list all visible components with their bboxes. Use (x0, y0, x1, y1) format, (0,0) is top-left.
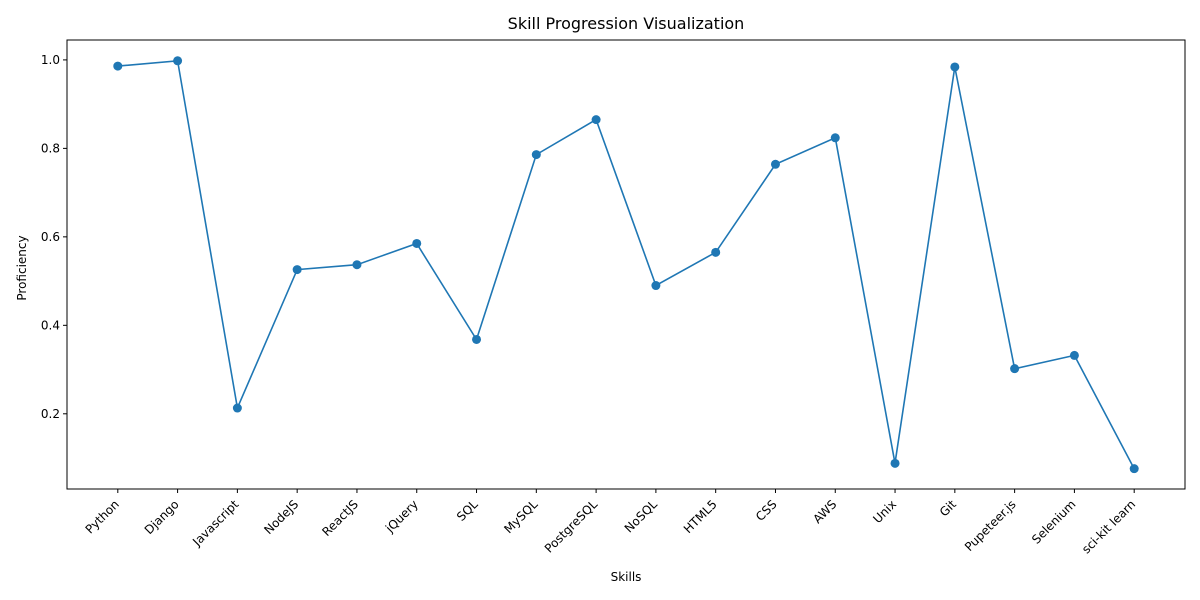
x-tick-label: Pupeteer.js (962, 497, 1019, 554)
data-point (412, 238, 422, 248)
data-point (1129, 464, 1139, 474)
x-tick-label: Python (83, 497, 122, 536)
data-point (711, 247, 721, 257)
y-tick-label: 1.0 (41, 53, 60, 67)
x-tick-label: MySQL (501, 497, 540, 536)
data-point (830, 133, 840, 143)
chart-title: Skill Progression Visualization (508, 14, 745, 33)
y-tick-label: 0.8 (41, 141, 60, 155)
x-tick-label: sci-kit learn (1079, 497, 1138, 556)
data-point (591, 115, 601, 125)
data-point (173, 56, 183, 66)
data-point (292, 265, 302, 275)
data-point (950, 62, 960, 72)
x-tick-label: SQL (454, 497, 481, 524)
x-axis-ticks: Python Django Javascript NodeJS ReactJS jQuer… (83, 489, 1138, 556)
data-point (651, 281, 661, 291)
x-tick-label: Selenium (1029, 497, 1078, 546)
x-tick-label: NodeJS (261, 497, 301, 537)
y-axis-label: Proficiency (15, 235, 29, 300)
x-tick-label: Git (937, 497, 959, 519)
x-tick-label: jQuery (382, 497, 421, 536)
data-point (352, 260, 362, 270)
y-axis-ticks: 0.2 0.4 0.6 0.8 1.0 (41, 53, 67, 421)
data-point (113, 61, 123, 71)
data-point (531, 150, 541, 160)
x-tick-label: HTML5 (681, 497, 720, 536)
y-tick-label: 0.2 (41, 407, 60, 421)
series-line (117, 59, 1135, 470)
data-point (890, 458, 900, 468)
x-tick-label: NoSQL (622, 497, 660, 535)
x-tick-label: PostgreSQL (542, 497, 601, 556)
x-tick-label: Django (142, 497, 182, 537)
plot-frame (66, 39, 1186, 490)
data-points (113, 56, 1139, 474)
data-point (1010, 364, 1020, 374)
data-point (232, 403, 242, 413)
x-tick-label: Javascript (189, 497, 241, 549)
y-tick-label: 0.4 (41, 318, 60, 332)
x-tick-label: Unix (870, 497, 899, 526)
data-point (472, 334, 482, 344)
x-tick-label: ReactJS (319, 497, 361, 539)
x-axis-label: Skills (611, 570, 642, 584)
x-tick-label: CSS (753, 497, 780, 524)
y-tick-label: 0.6 (41, 230, 60, 244)
data-point (1069, 350, 1079, 360)
data-point (770, 159, 780, 169)
x-tick-label: AWS (810, 497, 839, 526)
